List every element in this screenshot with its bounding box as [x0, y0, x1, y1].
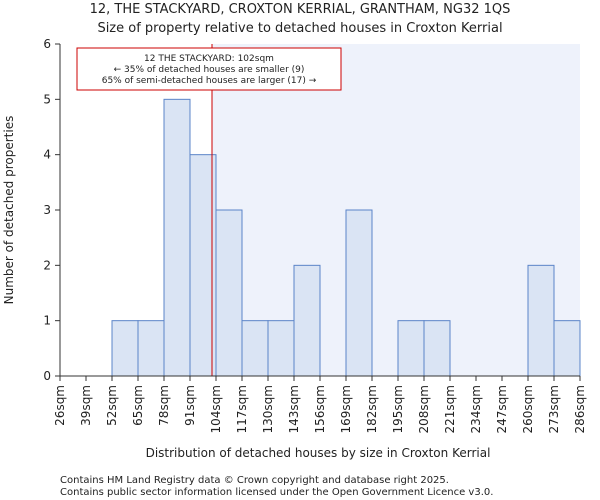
- bar-143sqm: [293, 264, 321, 377]
- x-tick-label: 39sqm: [79, 385, 93, 426]
- y-tick-label: 6: [43, 37, 51, 51]
- x-tick-label: 273sqm: [547, 385, 561, 433]
- x-tick-label: 52sqm: [105, 385, 119, 426]
- y-tick-label: 1: [43, 314, 51, 328]
- bar-65sqm: [137, 320, 165, 377]
- x-tick-label: 91sqm: [183, 385, 197, 426]
- y-axis-label: Number of detached properties: [2, 116, 16, 305]
- y-tick-label: 2: [43, 258, 51, 272]
- y-tick-label: 0: [43, 369, 51, 383]
- x-tick-label: 286sqm: [573, 385, 587, 433]
- x-tick-label: 247sqm: [495, 385, 509, 433]
- x-tick-label: 195sqm: [391, 385, 405, 433]
- x-tick-label: 104sqm: [209, 385, 223, 433]
- y-ticks: 0 1 2 3 4 5 6: [43, 37, 60, 383]
- footer-line1: Contains HM Land Registry data © Crown c…: [60, 475, 449, 486]
- x-axis-label: Distribution of detached houses by size …: [146, 446, 491, 460]
- bar-52sqm: [111, 320, 139, 377]
- x-tick-label: 26sqm: [53, 385, 67, 426]
- annotation-box: 12 THE STACKYARD: 102sqm ← 35% of detach…: [76, 47, 342, 91]
- bar-195sqm: [397, 320, 425, 377]
- x-tick-label: 234sqm: [469, 385, 483, 433]
- bar-130sqm: [267, 320, 295, 377]
- x-tick-label: 143sqm: [287, 385, 301, 433]
- x-tick-label: 65sqm: [131, 385, 145, 426]
- bar-169sqm: [345, 209, 373, 377]
- x-tick-label: 156sqm: [313, 385, 327, 433]
- chart-title-line1: 12, THE STACKYARD, CROXTON KERRIAL, GRAN…: [90, 2, 511, 17]
- annotation-line1: 12 THE STACKYARD: 102sqm: [144, 54, 274, 64]
- annotation-line2: ← 35% of detached houses are smaller (9): [114, 65, 305, 75]
- y-tick-label: 5: [43, 92, 51, 106]
- x-tick-label: 260sqm: [521, 385, 535, 433]
- x-tick-label: 208sqm: [417, 385, 431, 433]
- chart-title-line2: Size of property relative to detached ho…: [97, 21, 502, 36]
- annotation-border: [76, 47, 342, 91]
- bar-78sqm: [163, 98, 191, 377]
- annotation-line3: 65% of semi-detached houses are larger (…: [102, 76, 317, 86]
- x-tick-label: 169sqm: [339, 385, 353, 433]
- x-tick-label: 221sqm: [443, 385, 457, 433]
- bars-group: [111, 98, 581, 377]
- bar-117sqm: [241, 320, 269, 377]
- x-tick-label: 130sqm: [261, 385, 275, 433]
- y-tick-label: 3: [43, 203, 51, 217]
- y-tick-label: 4: [43, 148, 51, 162]
- x-tick-label: 78sqm: [157, 385, 171, 426]
- x-ticks: 26sqm 39sqm 52sqm 65sqm 78sqm 91sqm 104sqm 117s…: [53, 376, 587, 433]
- bar-273sqm: [553, 320, 581, 377]
- bar-208sqm: [423, 320, 451, 377]
- x-tick-label: 117sqm: [235, 385, 249, 433]
- bar-260sqm: [527, 264, 555, 377]
- footer-line2: Contains public sector information licen…: [60, 487, 493, 498]
- x-tick-label: 182sqm: [365, 385, 379, 433]
- bar-104sqm: [215, 209, 243, 377]
